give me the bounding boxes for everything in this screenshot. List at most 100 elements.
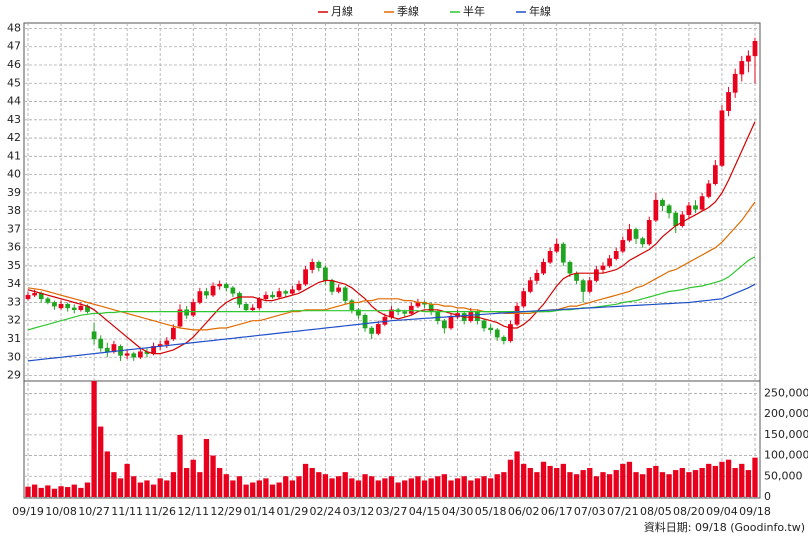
volume-bar — [223, 474, 229, 497]
candle-body — [289, 289, 295, 294]
volume-bar — [256, 480, 262, 497]
x-tick-label: 11/26 — [144, 505, 176, 518]
volume-bar — [725, 459, 732, 497]
y-tick-label: 38 — [7, 204, 21, 217]
volume-bar — [25, 486, 31, 497]
volume-bar — [190, 459, 196, 497]
candle-body — [336, 287, 341, 292]
candle-body — [726, 92, 731, 111]
y-tick-label: 34 — [7, 277, 21, 290]
volume-bar — [501, 472, 507, 497]
y-tick-label: 47 — [7, 40, 21, 53]
volume-bar — [302, 463, 309, 497]
volume-bar — [217, 468, 223, 497]
volume-bar — [183, 468, 190, 497]
candle-body — [646, 220, 652, 245]
candle-body — [270, 294, 275, 298]
volume-bar — [276, 482, 282, 497]
x-tick-label: 02/24 — [310, 505, 342, 518]
candle-body — [243, 304, 249, 311]
y-tick-label: 42 — [7, 131, 21, 144]
candle-body — [263, 294, 269, 300]
candle-body — [71, 307, 77, 311]
candle-body — [686, 205, 692, 216]
candle-body — [408, 305, 414, 314]
volume-bar — [150, 484, 157, 497]
candle-body — [435, 311, 441, 321]
volume-bar — [494, 474, 500, 497]
volume-bar — [369, 476, 375, 497]
x-tick-label: 09/19 — [12, 505, 44, 518]
candle-body — [52, 302, 57, 307]
volume-bar — [45, 485, 51, 497]
volume-bar — [236, 476, 243, 497]
volume-bar — [322, 474, 329, 497]
plot-frame — [23, 22, 761, 499]
candle-body — [25, 294, 31, 300]
candle-body — [527, 280, 533, 292]
candle-body — [171, 327, 176, 340]
candle-body — [309, 262, 315, 270]
candle-body — [323, 267, 328, 281]
volume-bar — [124, 463, 130, 497]
candle-body — [600, 265, 606, 270]
volume-bar — [587, 468, 593, 497]
candle-body — [210, 285, 216, 296]
volume-bar — [408, 478, 414, 497]
candle-body — [521, 291, 527, 307]
candle-body — [732, 73, 738, 93]
candle-body — [98, 338, 104, 349]
candle-body — [574, 272, 579, 281]
volume-bar — [349, 478, 355, 497]
volume-bar — [719, 461, 725, 497]
candle-body — [104, 347, 110, 353]
volume-bar — [111, 472, 117, 497]
volume-tick-label: 100,000 — [764, 449, 808, 462]
volume-bar — [91, 381, 97, 497]
candle-body — [442, 320, 447, 329]
volume-bar — [554, 468, 560, 497]
candle-body — [137, 351, 143, 358]
volume-bar — [144, 480, 150, 497]
candle-body — [567, 262, 573, 274]
candle-body — [699, 196, 705, 210]
volume-bar — [692, 470, 699, 497]
volume-bar — [170, 472, 177, 497]
candle-body — [164, 340, 170, 345]
volume-bar — [296, 476, 302, 497]
candle-body — [653, 199, 659, 221]
candle-body — [296, 283, 302, 290]
volume-bar — [474, 478, 481, 497]
x-tick-label: 01/14 — [243, 505, 275, 518]
volume-bar — [706, 463, 712, 497]
volume-tick-label: 0 — [764, 490, 771, 503]
y-tick-label: 48 — [7, 21, 21, 34]
candle-body — [607, 258, 612, 267]
candle-body — [217, 283, 223, 287]
volume-bar — [395, 482, 401, 497]
y-tick-label: 40 — [7, 168, 21, 181]
y-tick-label: 39 — [7, 186, 21, 199]
volume-bar — [666, 474, 672, 497]
volume-bar — [712, 465, 718, 497]
x-tick-label: 04/30 — [442, 505, 474, 518]
candle-body — [488, 327, 494, 331]
volume-bar — [547, 465, 553, 497]
y-tick-label: 31 — [7, 332, 21, 345]
volume-bar — [157, 478, 163, 497]
y-tick-label: 35 — [7, 259, 21, 272]
volume-bar — [527, 468, 533, 497]
volume-bar — [402, 480, 408, 497]
volume-bar — [250, 482, 256, 497]
volume-bar — [560, 463, 566, 497]
candle-body — [65, 304, 71, 309]
candle-body — [580, 280, 586, 292]
x-tick-label: 09/04 — [706, 505, 738, 518]
volume-bar — [487, 478, 494, 497]
x-tick-label: 11/11 — [111, 505, 143, 518]
volume-bar — [521, 463, 527, 497]
volume-bar — [640, 474, 646, 497]
legend-label: 月線 — [331, 4, 353, 18]
x-tick-label: 10/27 — [78, 505, 110, 518]
y-tick-label: 44 — [7, 95, 21, 108]
